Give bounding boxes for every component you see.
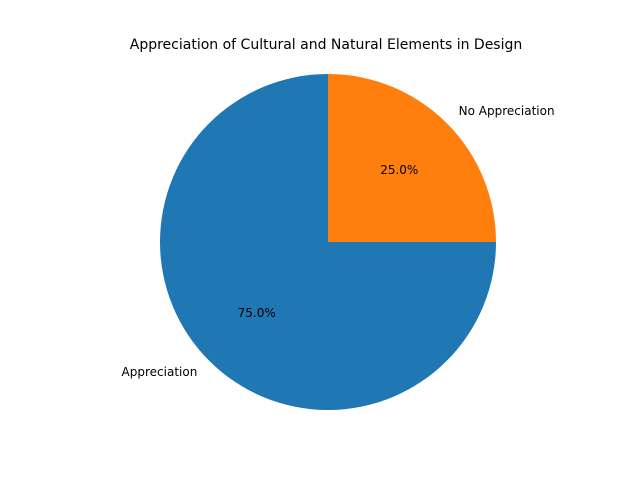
- chart-title: Appreciation of Cultural and Natural Ele…: [130, 37, 523, 53]
- wedge-label: No Appreciation: [459, 104, 555, 118]
- wedge-label: Appreciation: [122, 365, 198, 379]
- pie-wedge: [328, 74, 496, 242]
- value-label: 25.0%: [380, 163, 418, 177]
- value-label: 75.0%: [238, 306, 276, 320]
